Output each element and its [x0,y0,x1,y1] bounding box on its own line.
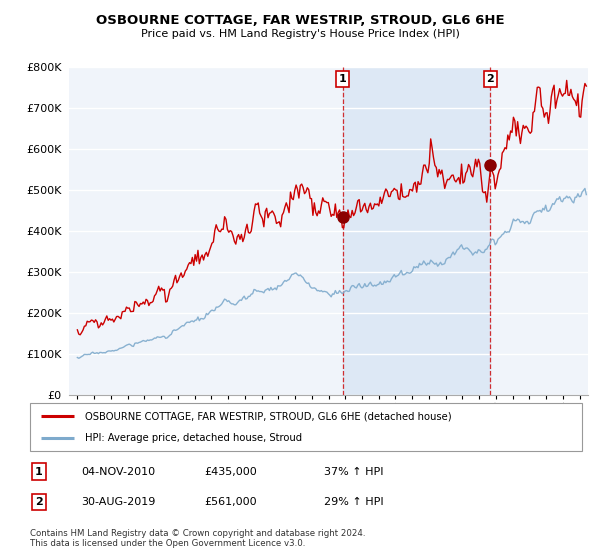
Text: OSBOURNE COTTAGE, FAR WESTRIP, STROUD, GL6 6HE: OSBOURNE COTTAGE, FAR WESTRIP, STROUD, G… [95,14,505,27]
FancyBboxPatch shape [30,403,582,451]
Text: £561,000: £561,000 [204,497,257,507]
Text: HPI: Average price, detached house, Stroud: HPI: Average price, detached house, Stro… [85,433,302,443]
Text: 30-AUG-2019: 30-AUG-2019 [81,497,155,507]
Text: 04-NOV-2010: 04-NOV-2010 [81,466,155,477]
Text: Contains HM Land Registry data © Crown copyright and database right 2024.: Contains HM Land Registry data © Crown c… [30,529,365,538]
Text: This data is licensed under the Open Government Licence v3.0.: This data is licensed under the Open Gov… [30,539,305,548]
Text: 1: 1 [35,466,43,477]
Text: 1: 1 [338,74,346,84]
Text: 2: 2 [487,74,494,84]
Text: OSBOURNE COTTAGE, FAR WESTRIP, STROUD, GL6 6HE (detached house): OSBOURNE COTTAGE, FAR WESTRIP, STROUD, G… [85,411,452,421]
Text: 37% ↑ HPI: 37% ↑ HPI [324,466,383,477]
Text: Price paid vs. HM Land Registry's House Price Index (HPI): Price paid vs. HM Land Registry's House … [140,29,460,39]
Text: 2: 2 [35,497,43,507]
Bar [343,67,490,395]
Text: 29% ↑ HPI: 29% ↑ HPI [324,497,383,507]
Text: £435,000: £435,000 [204,466,257,477]
